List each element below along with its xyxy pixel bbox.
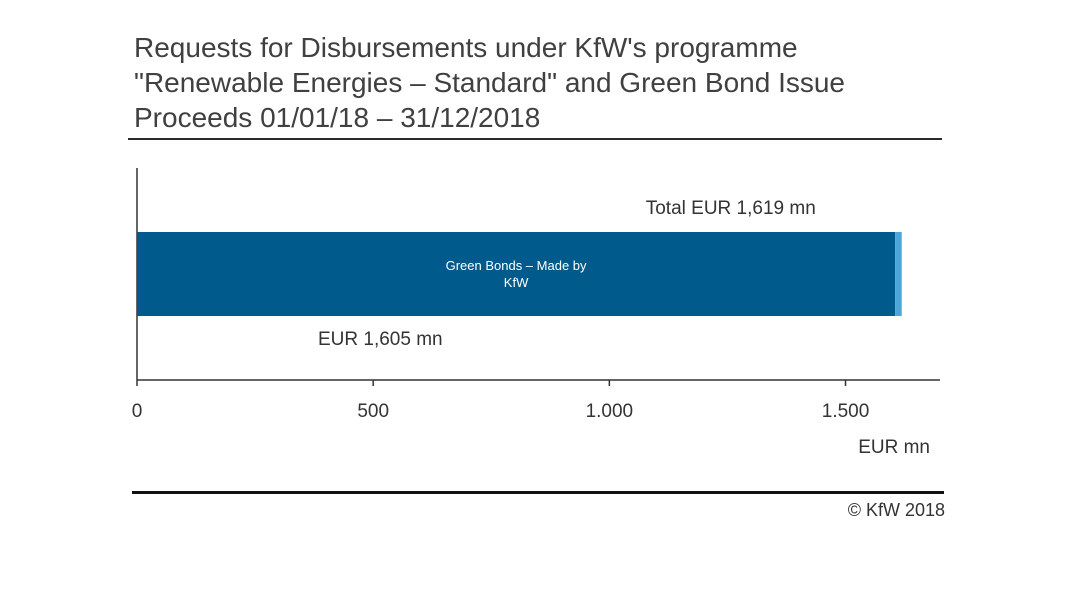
x-tick-label: 1.000 [586,401,634,422]
x-tick-label: 0 [132,401,143,422]
chart-title-line-2: "Renewable Energies – Standard" and Gree… [134,67,846,98]
footer-divider [132,491,944,494]
bar-segment-label-line-1: Green Bonds – Made by [446,258,587,273]
chart-title: Requests for Disbursements under KfW's p… [134,30,954,135]
x-axis-label: EUR mn [858,437,930,458]
x-tick-label: 500 [357,401,389,422]
bar-segment-remainder [895,232,902,316]
title-divider [128,138,942,140]
total-annotation: Total EUR 1,619 mn [646,198,816,219]
bar-segment-green-bonds [137,232,896,316]
chart-title-line-1: Requests for Disbursements under KfW's p… [134,32,798,63]
copyright-text: © KfW 2018 [847,500,945,520]
green-bonds-value-annotation: EUR 1,605 mn [318,329,443,350]
bar-segment-label-line-2: KfW [504,275,529,290]
bar-segments [137,232,902,316]
chart-title-line-3: Proceeds 01/01/18 – 31/12/2018 [134,102,541,133]
x-axis-ticks: 0 500 1.000 1.500 [132,380,870,422]
x-tick-label: 1.500 [822,401,870,422]
bar-chart: 0 500 1.000 1.500 Green Bonds – Made by KfW… [132,168,940,458]
